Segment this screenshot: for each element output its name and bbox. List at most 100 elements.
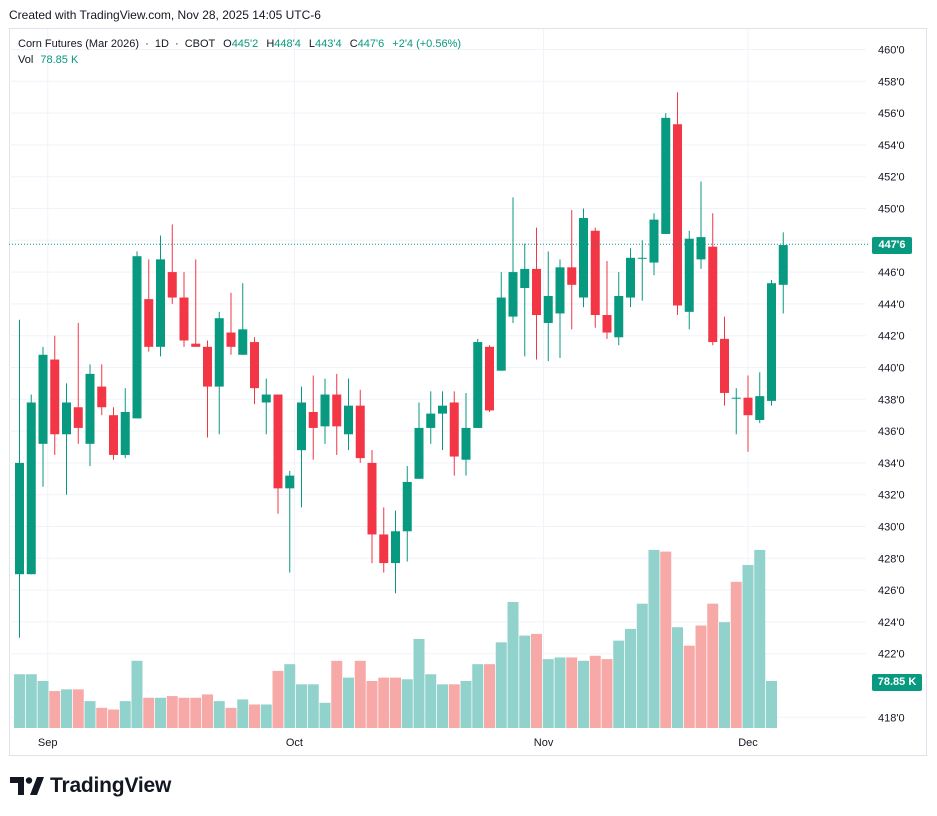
price-tick-label: 442'0	[878, 331, 905, 343]
volume-tag: 78.85 K	[872, 674, 922, 691]
candle	[285, 470, 295, 573]
candle-body	[367, 462, 377, 535]
volume-bar	[707, 603, 719, 728]
candle	[520, 243, 530, 357]
symbol-name[interactable]: Corn Futures (Mar 2026)	[18, 38, 140, 50]
volume-bar	[14, 674, 25, 728]
volume-bar	[636, 603, 648, 728]
interval[interactable]: 1D	[154, 38, 169, 50]
candle	[684, 230, 694, 330]
volume-bars	[14, 549, 777, 728]
volume-bar	[448, 684, 460, 728]
volume-bar	[531, 633, 542, 728]
candle	[238, 283, 248, 355]
volume-bar	[437, 684, 448, 728]
candle-body	[626, 257, 635, 298]
price-tick-label: 436'0	[878, 426, 905, 438]
volume-bar	[413, 638, 425, 728]
volume-bar	[460, 680, 472, 728]
candle	[778, 232, 788, 314]
candle-body	[579, 218, 588, 298]
brand-logo[interactable]: TradingView	[10, 774, 171, 798]
candle	[38, 346, 48, 487]
candle	[391, 510, 400, 594]
volume-bar	[589, 655, 601, 728]
candle-body	[261, 394, 271, 403]
candle	[214, 311, 224, 435]
legend: Corn Futures (Mar 2026) · 1D · CBOT O445…	[18, 36, 461, 68]
volume-bar	[202, 694, 213, 728]
candle	[203, 340, 212, 438]
volume-bar	[366, 680, 378, 728]
candle	[250, 337, 259, 405]
candle-body	[238, 329, 248, 355]
change-value: +2'4 (+0.56%)	[392, 38, 462, 50]
candle	[449, 391, 459, 476]
candle-body	[778, 245, 788, 285]
candle	[567, 210, 577, 330]
last-price-tag: 447'6	[872, 237, 912, 254]
candle	[673, 92, 682, 316]
candle	[226, 292, 236, 355]
candle	[708, 213, 718, 346]
volume-bar	[401, 679, 413, 728]
volume-bar	[719, 622, 730, 728]
candle-body	[355, 405, 365, 459]
price-axis: 460'0458'0456'0454'0452'0450'0448'0446'0…	[878, 45, 905, 725]
candle-body	[191, 343, 201, 347]
volume-bar	[296, 684, 307, 728]
high-label: H	[266, 38, 275, 50]
candle	[50, 335, 60, 455]
price-tick-label: 460'0	[878, 45, 905, 57]
volume-bar	[519, 635, 531, 728]
price-tick-label: 458'0	[878, 76, 905, 88]
volume-bar	[542, 659, 554, 728]
candle	[320, 378, 330, 444]
volume-bar	[331, 660, 343, 728]
candle-body	[273, 394, 283, 489]
open-label: O	[223, 38, 232, 50]
price-tick-label: 456'0	[878, 108, 905, 120]
price-tick-label: 422'0	[878, 649, 905, 661]
volume-bar	[390, 677, 401, 728]
close-value: 447'6	[357, 38, 385, 50]
volume-bar	[143, 697, 155, 728]
volume-bar	[754, 549, 766, 728]
candle	[532, 227, 541, 360]
candle	[367, 450, 377, 564]
volume-bar	[272, 670, 284, 728]
candle	[132, 251, 142, 419]
price-tick-label: 430'0	[878, 522, 905, 534]
candle	[120, 388, 130, 459]
candle-body	[731, 397, 741, 399]
candle-body	[567, 267, 577, 285]
candle	[543, 251, 553, 362]
candle-body	[532, 268, 541, 316]
candle-body	[767, 283, 776, 401]
candle-body	[38, 354, 48, 444]
price-tick-label: 444'0	[878, 299, 905, 311]
candle-body	[649, 219, 659, 263]
volume-bar	[683, 645, 695, 728]
candle	[626, 248, 635, 308]
candle-body	[285, 475, 295, 489]
candle-body	[473, 342, 483, 428]
candle-body	[426, 413, 436, 428]
candle	[696, 181, 706, 269]
volume-bar	[96, 707, 108, 728]
candle-body	[708, 246, 718, 343]
candle-body	[179, 297, 189, 341]
candle	[308, 375, 318, 460]
price-tick-label: 426'0	[878, 585, 905, 597]
volume-bar	[660, 551, 672, 728]
candle	[461, 392, 471, 476]
candle-body	[50, 359, 60, 435]
volume-bar	[343, 677, 354, 728]
volume-bar	[472, 664, 484, 728]
volume-bar	[237, 699, 249, 728]
candle-body	[156, 259, 165, 347]
brand-name: TradingView	[50, 774, 172, 797]
candle-body	[214, 318, 224, 387]
candle-body	[661, 117, 671, 234]
